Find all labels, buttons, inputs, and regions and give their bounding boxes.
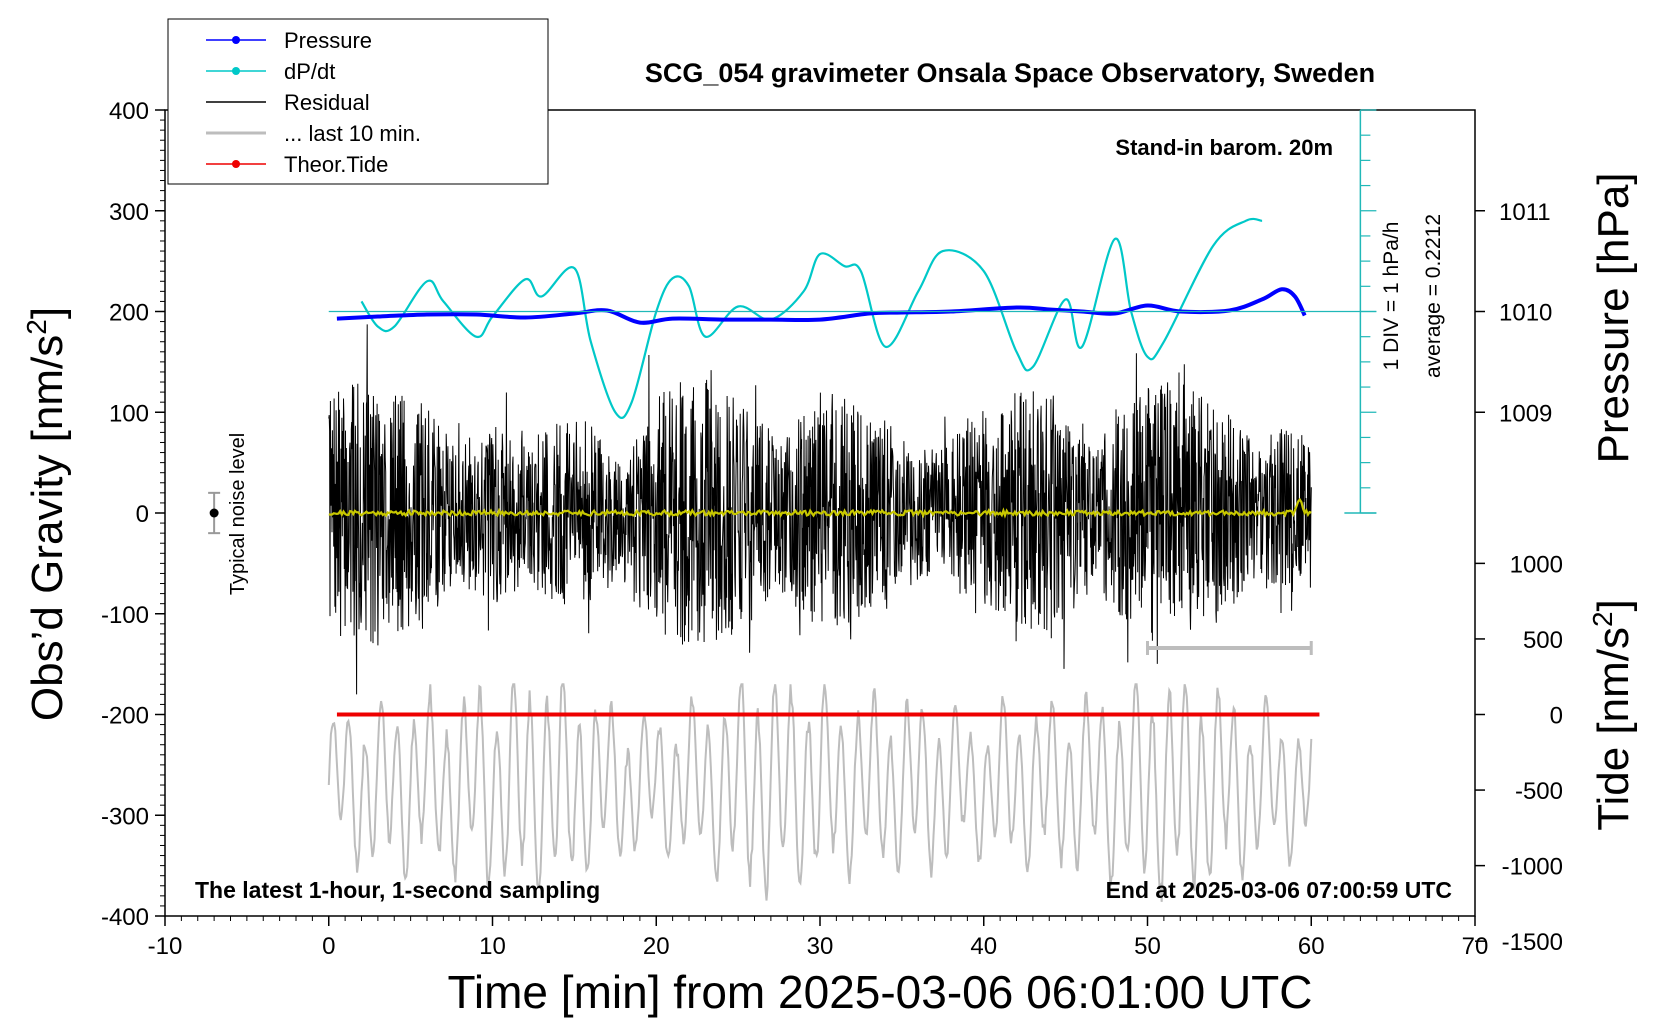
dpdt-average-note: average = 0.2212 <box>1422 214 1445 378</box>
legend-label: Theor.Tide <box>284 152 388 177</box>
residual-line <box>328 324 1312 695</box>
pressure-line <box>336 287 1307 325</box>
x-tick-label: 40 <box>970 933 997 960</box>
y-tick-label: -400 <box>101 904 149 931</box>
x-tick-label: 0 <box>322 933 335 960</box>
x-tick-label: 10 <box>479 933 506 960</box>
y-tick-label: -100 <box>101 602 149 629</box>
dpdt-line <box>360 217 1263 420</box>
y-tick-label: -200 <box>101 703 149 730</box>
last-10-min-line <box>327 683 1313 902</box>
tide-tick-label: -1500 <box>1502 929 1563 956</box>
auxiliary-marks <box>208 109 1377 656</box>
last-10-min-series <box>327 683 1313 902</box>
x-tick-label: -10 <box>148 933 183 960</box>
legend-label: Pressure <box>284 28 372 53</box>
y-axis-gravity: 400 300 200 100 0 -100 -200 -300 -400 <box>101 98 165 931</box>
residual-smoothed-line <box>328 497 1312 519</box>
x-tick-label: 60 <box>1298 933 1325 960</box>
residual-series <box>328 324 1312 695</box>
legend-marker <box>232 36 240 44</box>
legend-label: Residual <box>284 90 370 115</box>
x-axis-label: Time [min] from 2025-03-06 06:01:00 UTC <box>448 966 1313 1018</box>
y-tick-label: 100 <box>109 400 149 427</box>
legend-label: ... last 10 min. <box>284 121 421 146</box>
x-tick-label: 20 <box>643 933 670 960</box>
y-axis-pressure-label: Pressure [hPa] <box>1589 172 1638 463</box>
noise-level-note: Typical noise level <box>227 433 249 595</box>
y-tick-label: 0 <box>136 501 149 528</box>
pressure-tick-label: 1009 <box>1499 400 1552 427</box>
pressure-series <box>336 287 1307 325</box>
x-tick-label: 30 <box>807 933 834 960</box>
end-time-note: End at 2025-03-06 07:00:59 UTC <box>1106 877 1452 903</box>
legend-marker <box>232 160 240 168</box>
y-axis-pressure: 1011 1010 1009 <box>1475 199 1552 427</box>
pressure-tick-label: 1011 <box>1499 199 1551 226</box>
barometer-note: Stand-in barom. 20m <box>1115 135 1333 160</box>
chart-title: SCG_054 gravimeter Onsala Space Observat… <box>645 58 1375 88</box>
tide-tick-label: 0 <box>1550 703 1563 730</box>
y-axis-left-label: Obs’d Gravity [nm/s2] <box>21 307 72 721</box>
x-tick-label: 50 <box>1134 933 1161 960</box>
legend: Pressure dP/dt Residual ... last 10 min. The… <box>167 18 549 185</box>
legend-label: dP/dt <box>284 59 335 84</box>
tide-tick-label: -500 <box>1515 778 1563 805</box>
y-tick-label: -300 <box>101 803 149 830</box>
y-tick-label: 400 <box>109 98 149 125</box>
y-tick-label: 300 <box>109 199 149 226</box>
y-axis-tide-label: Tide [nm/s2] <box>1587 599 1638 831</box>
y-axis-tide: 1000 500 0 -500 -1000 -1500 <box>1475 551 1563 956</box>
y-tick-label: 200 <box>109 300 149 327</box>
tide-tick-label: -1000 <box>1502 854 1563 881</box>
residual-smoothed-series <box>328 497 1312 519</box>
dpdt-series <box>360 217 1263 420</box>
tide-tick-label: 1000 <box>1510 551 1563 578</box>
tide-tick-label: 500 <box>1523 627 1563 654</box>
pressure-tick-label: 1010 <box>1499 300 1552 327</box>
noise-point <box>209 508 219 518</box>
sampling-note: The latest 1-hour, 1-second sampling <box>195 877 600 903</box>
legend-marker <box>232 67 240 75</box>
x-tick-label: 70 <box>1462 933 1489 960</box>
dpdt-scale-note: 1 DIV = 1 hPa/h <box>1380 222 1403 371</box>
x-axis: -10 0 10 20 30 40 50 60 70 <box>148 916 1489 960</box>
